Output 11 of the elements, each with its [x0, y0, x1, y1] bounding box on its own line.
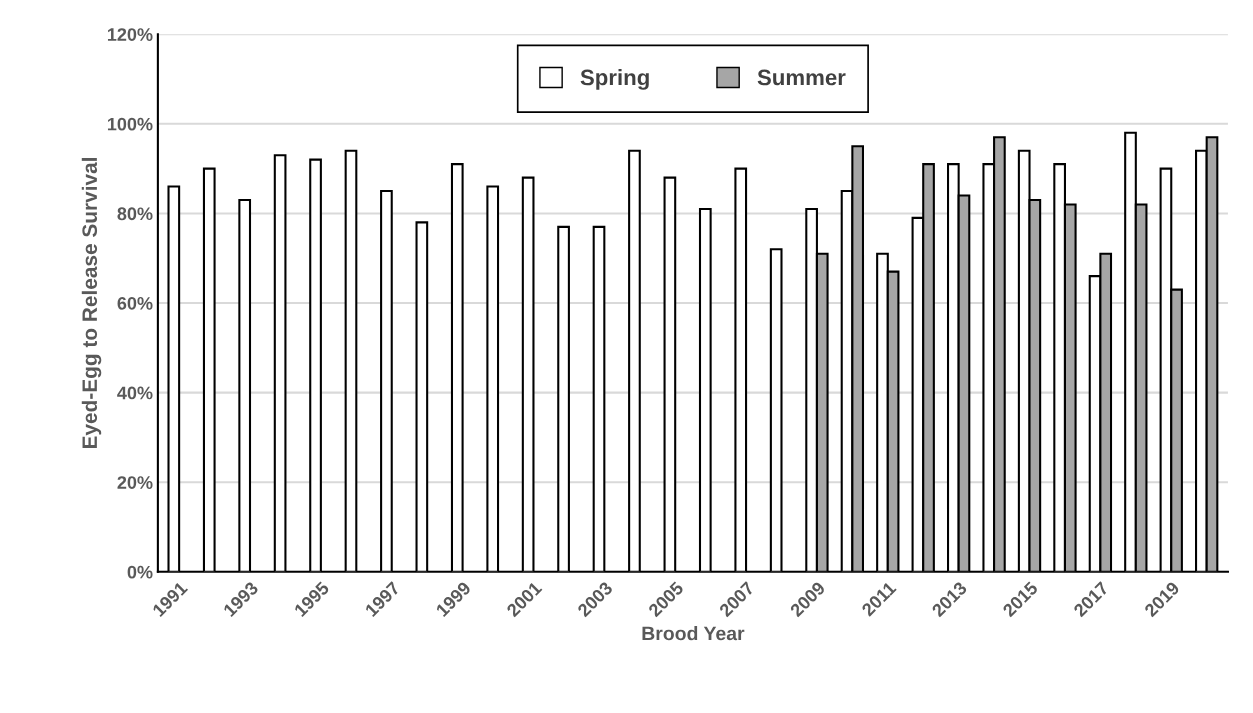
y-tick-label: 120%	[107, 28, 153, 41]
y-axis-title: Eyed-Egg to Release Survival	[81, 158, 102, 449]
x-axis-title: Brood Year	[642, 626, 745, 641]
y-tick-label: 40%	[117, 386, 153, 400]
y-tick-label: 20%	[117, 476, 153, 489]
y-tick-label: 80%	[117, 207, 153, 221]
y-tick-label: 100%	[107, 117, 153, 131]
y-tick-label: 60%	[117, 296, 153, 310]
legend-label: Spring	[580, 69, 649, 90]
y-tick-label: 0%	[127, 565, 153, 579]
legend-label: Summer	[757, 69, 846, 86]
